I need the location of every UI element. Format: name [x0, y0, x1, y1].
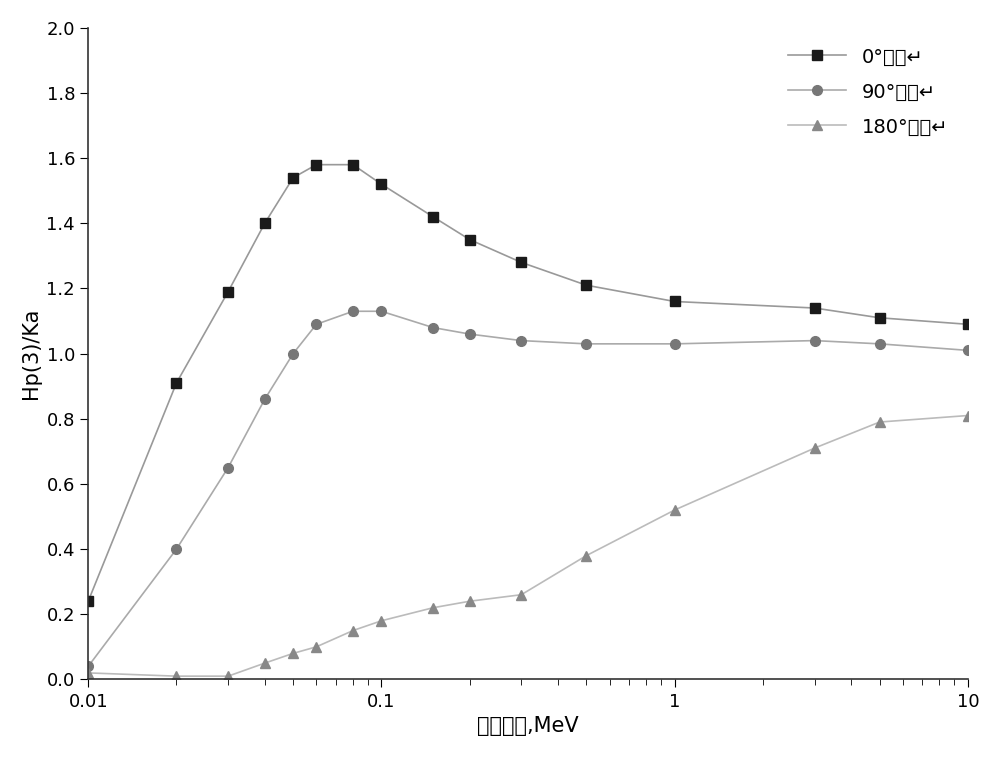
0°入射↵ [962, 319, 974, 329]
0°入射↵ [669, 297, 681, 306]
0°入射↵ [809, 304, 821, 313]
180°入射↵ [874, 418, 886, 427]
180°入射↵ [310, 642, 322, 651]
0°入射↵ [259, 219, 271, 228]
90°入射↵ [464, 329, 476, 338]
90°入射↵ [310, 319, 322, 329]
180°入射↵ [427, 603, 439, 612]
0°入射↵ [82, 597, 94, 606]
180°入射↵ [259, 659, 271, 668]
180°入射↵ [809, 444, 821, 453]
0°入射↵ [874, 313, 886, 322]
0°入射↵ [347, 160, 359, 170]
90°入射↵ [347, 307, 359, 316]
Y-axis label: Hp(3)/Ka: Hp(3)/Ka [21, 308, 41, 399]
90°入射↵ [515, 336, 527, 345]
180°入射↵ [464, 597, 476, 606]
90°入射↵ [170, 544, 182, 553]
180°入射↵ [347, 626, 359, 635]
0°入射↵ [375, 179, 387, 188]
90°入射↵ [222, 463, 234, 472]
90°入射↵ [669, 339, 681, 348]
0°入射↵ [287, 173, 299, 182]
180°入射↵ [170, 671, 182, 681]
90°入射↵ [874, 339, 886, 348]
0°入射↵ [464, 235, 476, 245]
90°入射↵ [580, 339, 592, 348]
90°入射↵ [427, 323, 439, 332]
0°入射↵ [427, 212, 439, 221]
180°入射↵ [962, 411, 974, 420]
90°入射↵ [259, 394, 271, 403]
0°入射↵ [515, 258, 527, 267]
Line: 0°入射↵: 0°入射↵ [83, 160, 973, 606]
0°入射↵ [580, 281, 592, 290]
180°入射↵ [515, 590, 527, 600]
180°入射↵ [287, 649, 299, 658]
90°入射↵ [82, 662, 94, 671]
180°入射↵ [669, 506, 681, 515]
0°入射↵ [310, 160, 322, 170]
180°入射↵ [580, 551, 592, 560]
90°入射↵ [809, 336, 821, 345]
180°入射↵ [82, 668, 94, 678]
180°入射↵ [375, 616, 387, 625]
Line: 90°入射↵: 90°入射↵ [83, 307, 973, 671]
90°入射↵ [375, 307, 387, 316]
90°入射↵ [962, 346, 974, 355]
Legend: 0°入射↵, 90°入射↵, 180°入射↵: 0°入射↵, 90°入射↵, 180°入射↵ [778, 38, 958, 146]
90°入射↵ [287, 349, 299, 358]
X-axis label: 光子能量,MeV: 光子能量,MeV [477, 716, 579, 736]
Line: 180°入射↵: 180°入射↵ [83, 410, 973, 681]
0°入射↵ [170, 378, 182, 388]
0°入射↵ [222, 287, 234, 296]
180°入射↵ [222, 671, 234, 681]
